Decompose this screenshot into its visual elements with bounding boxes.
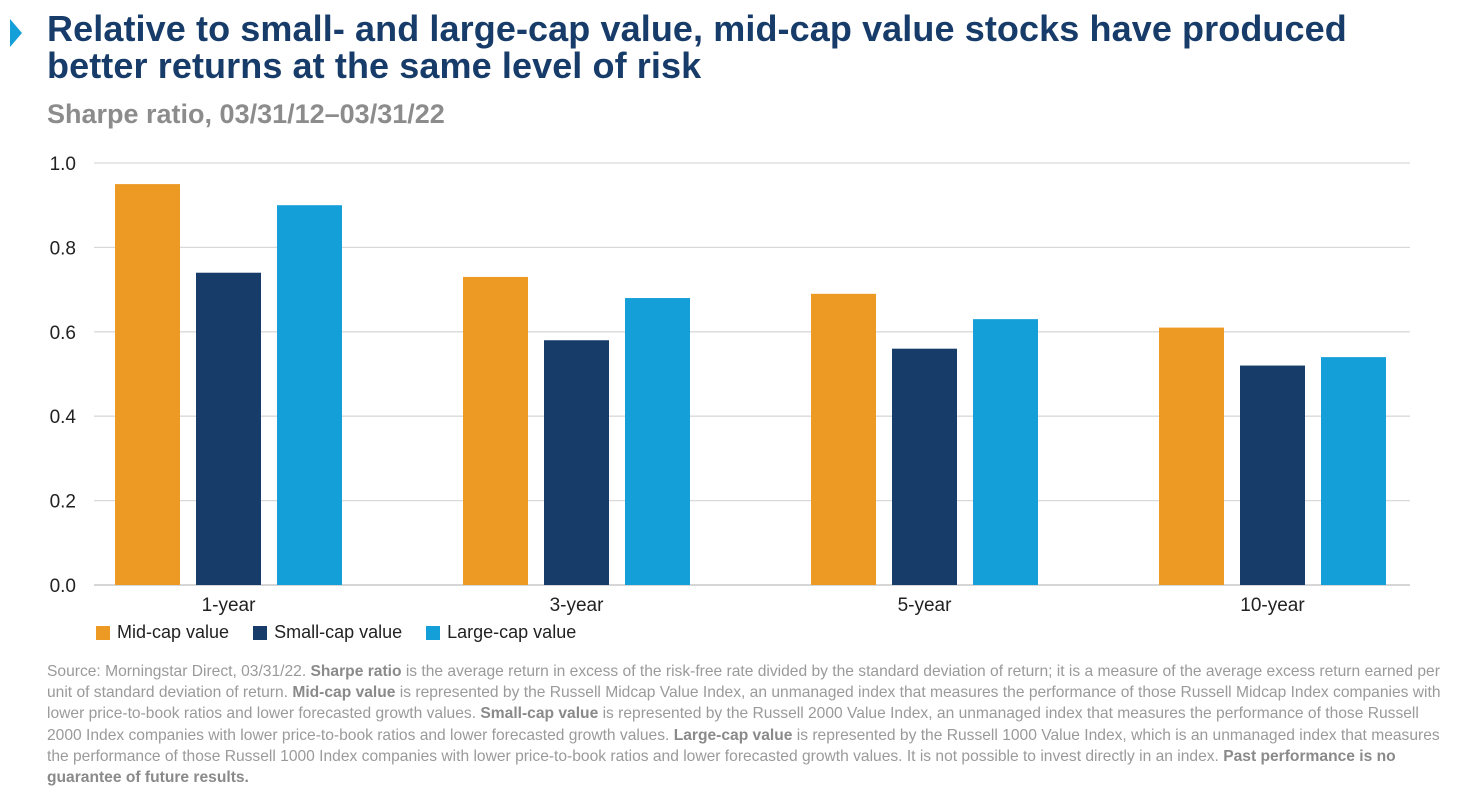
- bar-small-cap-value: [892, 348, 957, 585]
- y-tick-label: 0.0: [50, 576, 76, 597]
- footnote-text: is the average return in excess of the r…: [47, 663, 1440, 702]
- bar-large-cap-value: [973, 319, 1038, 585]
- bar-chart: 0.0 0.2 0.4 0.6 0.8 1.0 1-year 3-year 5-year 10-y…: [50, 154, 1410, 615]
- y-tick-label: 0.2: [50, 492, 76, 513]
- legend-swatch: [96, 625, 110, 640]
- x-tick-label: 5-year: [898, 595, 953, 615]
- bar-mid-cap-value: [811, 293, 876, 585]
- legend-item: Small-cap value: [253, 622, 402, 643]
- bar-mid-cap-value: [1159, 327, 1224, 585]
- footnote-bold-term: Past performance is no guarantee of futu…: [47, 747, 1396, 787]
- legend-item: Large-cap value: [426, 622, 576, 643]
- footnote: Source: Morningstar Direct, 03/31/22. Sh…: [47, 661, 1445, 788]
- footnote-text: is represented by the Russell 2000 Value…: [47, 705, 1419, 744]
- chart-subtitle: Sharpe ratio, 03/31/12–03/31/22: [47, 99, 445, 129]
- footnote-bold-term: Sharpe ratio: [310, 663, 402, 680]
- x-tick-label: 10-year: [1240, 595, 1305, 615]
- footnote-bold-term: Small-cap value: [480, 705, 599, 723]
- bar-small-cap-value: [544, 340, 609, 585]
- legend-label: Small-cap value: [274, 622, 403, 642]
- footnote-text: is represented by the Russell 1000 Value…: [47, 726, 1440, 765]
- x-tick-label: 1-year: [202, 595, 257, 615]
- footnote-text: Source: Morningstar Direct, 03/31/22.: [47, 663, 311, 680]
- bar-large-cap-value: [625, 298, 690, 585]
- bar-mid-cap-value: [115, 184, 180, 585]
- chart-title: Relative to small- and large-cap value, …: [47, 8, 1347, 86]
- x-tick-label: 3-year: [550, 595, 605, 615]
- bar-large-cap-value: [1321, 357, 1386, 585]
- title-marker-icon: [10, 19, 22, 47]
- chart-legend: Mid-cap value Small-cap value Large-cap va…: [96, 622, 576, 643]
- legend-label: Large-cap value: [447, 622, 577, 642]
- footnote-bold-term: Large-cap value: [673, 726, 793, 744]
- footnote-bold-term: Mid-cap value: [292, 684, 396, 702]
- y-tick-label: 0.6: [50, 323, 76, 344]
- legend-label: Mid-cap value: [117, 622, 230, 642]
- bar-large-cap-value: [277, 205, 342, 585]
- legend-item: Mid-cap value: [96, 622, 229, 643]
- y-tick-label: 0.4: [50, 407, 77, 428]
- legend-swatch: [253, 625, 268, 640]
- bar-small-cap-value: [1240, 365, 1305, 585]
- bar-mid-cap-value: [463, 276, 528, 585]
- legend-swatch: [426, 625, 441, 640]
- y-tick-label: 0.8: [50, 238, 76, 259]
- footnote-text: is represented by the Russell Midcap Val…: [47, 684, 1441, 723]
- y-tick-label: 1.0: [50, 154, 76, 175]
- bar-small-cap-value: [196, 272, 261, 585]
